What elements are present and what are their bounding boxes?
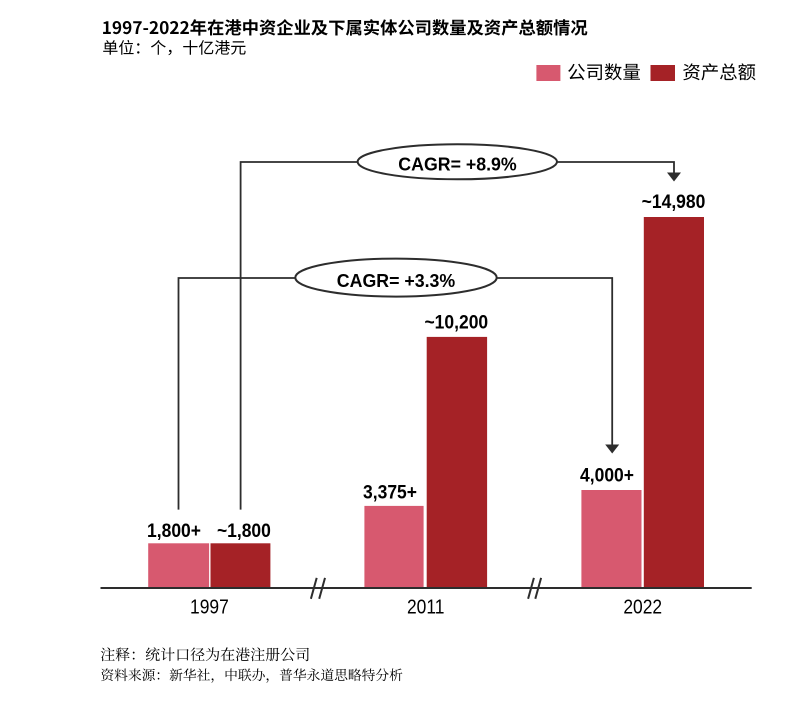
- svg-text:1997: 1997: [190, 596, 229, 619]
- svg-text:2011: 2011: [407, 596, 444, 619]
- svg-text:~1,800: ~1,800: [217, 520, 271, 542]
- svg-text:~14,980: ~14,980: [642, 190, 706, 212]
- svg-text:3,375+: 3,375+: [363, 481, 417, 503]
- svg-text:CAGR= +3.3%: CAGR= +3.3%: [337, 271, 455, 291]
- svg-text:4,000+: 4,000+: [580, 464, 634, 486]
- svg-text:2022: 2022: [623, 596, 662, 619]
- svg-text:CAGR= +8.9%: CAGR= +8.9%: [398, 154, 516, 174]
- svg-text:~10,200: ~10,200: [424, 311, 488, 333]
- svg-text:1,800+: 1,800+: [147, 520, 201, 542]
